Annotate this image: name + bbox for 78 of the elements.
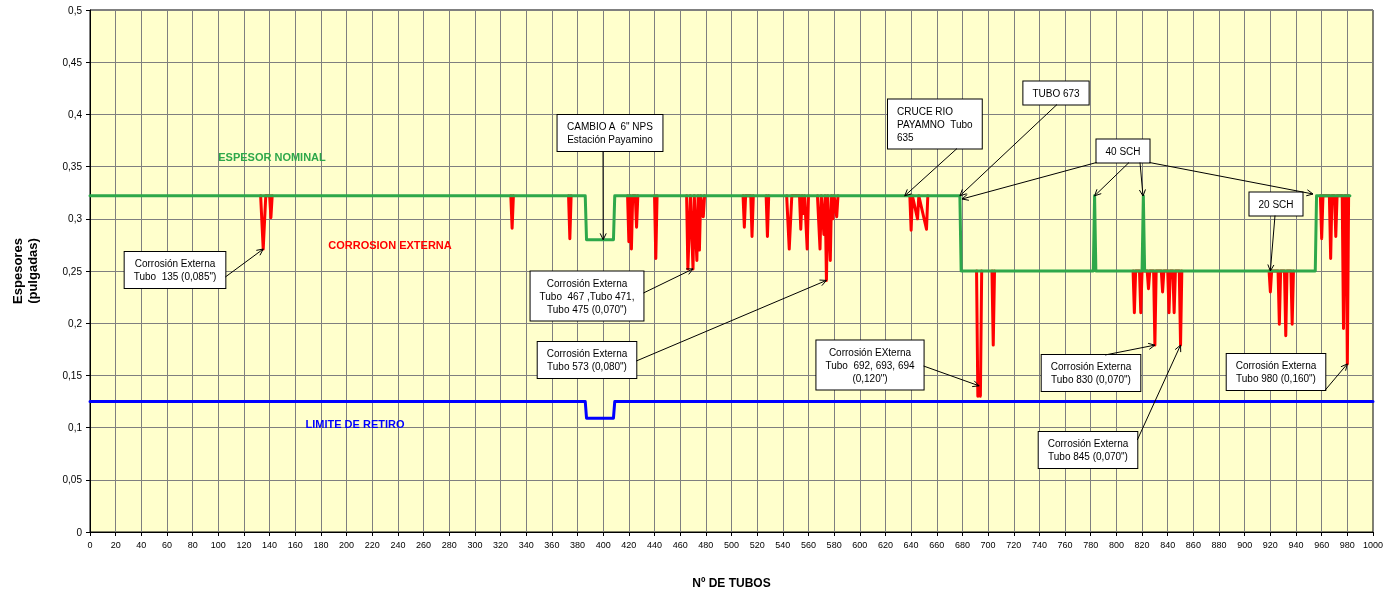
x-tick-label: 260 bbox=[416, 539, 432, 550]
y-tick-label: 0,1 bbox=[68, 422, 83, 434]
x-tick-label: 900 bbox=[1237, 539, 1253, 550]
y-tick-label: 0,15 bbox=[62, 369, 83, 381]
annotation: CAMBIO A 6" NPS Estación Payamino bbox=[567, 121, 654, 145]
x-tick-label: 940 bbox=[1288, 539, 1304, 550]
y-tick-label: 0,4 bbox=[68, 108, 83, 120]
x-tick-label: 640 bbox=[903, 539, 919, 550]
x-tick-label: 980 bbox=[1339, 539, 1355, 550]
annotation: Corrosión Externa Tubo 845 (0,070") bbox=[1047, 438, 1129, 462]
x-tick-label: 60 bbox=[161, 539, 172, 550]
x-tick-label: 440 bbox=[647, 539, 663, 550]
x-tick-label: 880 bbox=[1211, 539, 1227, 550]
y-tick-label: 0,2 bbox=[68, 317, 83, 329]
x-tick-label: 720 bbox=[1006, 539, 1022, 550]
x-tick-label: 920 bbox=[1262, 539, 1278, 550]
x-tick-label: 240 bbox=[390, 539, 406, 550]
x-tick-label: 340 bbox=[518, 539, 534, 550]
x-tick-label: 80 bbox=[187, 539, 198, 550]
x-tick-label: 220 bbox=[364, 539, 380, 550]
x-tick-label: 100 bbox=[210, 539, 226, 550]
x-tick-label: 580 bbox=[826, 539, 842, 550]
x-tick-label: 200 bbox=[339, 539, 355, 550]
x-tick-label: 600 bbox=[852, 539, 868, 550]
x-tick-label: 0 bbox=[87, 539, 93, 550]
x-tick-label: 1000 bbox=[1362, 539, 1384, 550]
y-tick-label: 0,25 bbox=[62, 265, 83, 277]
x-tick-label: 300 bbox=[467, 539, 483, 550]
x-tick-label: 380 bbox=[570, 539, 586, 550]
annotation: Corrosión EXterna Tubo 692, 693, 694 (0,120") bbox=[825, 346, 916, 384]
y-tick-label: 0,35 bbox=[62, 161, 83, 173]
annotation: Corrosión Externa Tubo 467 ,Tubo 471, Tubo 475 (0,070") bbox=[539, 277, 635, 315]
text: CORROSION EXTERNA bbox=[328, 239, 452, 251]
annotation: Corrosión Externa Tubo 830 (0,070") bbox=[1050, 361, 1132, 385]
x-axis-title: Nº DE TUBOS bbox=[692, 576, 771, 590]
y-tick-label: 0 bbox=[76, 526, 83, 538]
x-tick-label: 500 bbox=[723, 539, 740, 550]
x-tick-label: 540 bbox=[775, 539, 791, 550]
x-tick-label: 400 bbox=[595, 539, 611, 550]
x-tick-label: 820 bbox=[1134, 539, 1150, 550]
x-tick-label: 700 bbox=[980, 539, 996, 550]
x-tick-label: 620 bbox=[877, 539, 893, 550]
y-tick-label: 0,45 bbox=[62, 56, 83, 68]
x-tick-label: 360 bbox=[544, 539, 560, 550]
x-tick-label: 180 bbox=[313, 539, 329, 550]
y-tick-label: 0,05 bbox=[62, 474, 83, 486]
y-tick-label: 0,3 bbox=[68, 213, 83, 225]
annotation: 20 SCH bbox=[1258, 198, 1294, 210]
x-tick-label: 960 bbox=[1314, 539, 1330, 550]
x-tick-label: 660 bbox=[929, 539, 945, 550]
y-axis-title: Espesores (pulgadas) bbox=[10, 238, 40, 304]
annotation: Corrosión Externa Tubo 135 (0,085") bbox=[133, 258, 217, 282]
annotation: CRUCE RIO PAYAMNO Tubo 635 bbox=[897, 105, 974, 143]
x-tick-label: 780 bbox=[1083, 539, 1099, 550]
x-tick-label: 160 bbox=[287, 539, 303, 550]
x-tick-label: 40 bbox=[136, 539, 147, 550]
x-tick-label: 740 bbox=[1031, 539, 1047, 550]
x-tick-label: 760 bbox=[1057, 539, 1073, 550]
annotation: Corrosión Externa Tubo 980 (0,160") bbox=[1235, 360, 1317, 384]
x-tick-label: 120 bbox=[236, 539, 252, 550]
x-tick-label: 20 bbox=[110, 539, 121, 550]
x-tick-label: 140 bbox=[262, 539, 278, 550]
annotation: Corrosión Externa Tubo 573 (0,080") bbox=[546, 348, 628, 372]
x-tick-label: 320 bbox=[493, 539, 509, 550]
annotation: TUBO 673 bbox=[1032, 87, 1081, 99]
x-tick-label: 680 bbox=[954, 539, 970, 550]
x-tick-label: 420 bbox=[621, 539, 637, 550]
annotation: 40 SCH bbox=[1105, 145, 1141, 157]
x-tick-label: 560 bbox=[800, 539, 816, 550]
x-tick-label: 800 bbox=[1108, 539, 1124, 550]
x-tick-label: 860 bbox=[1185, 539, 1201, 550]
x-tick-label: 480 bbox=[698, 539, 714, 550]
series-label: LIMITE DE RETIRO bbox=[305, 418, 405, 430]
x-tick-label: 840 bbox=[1160, 539, 1176, 550]
x-tick-label: 520 bbox=[749, 539, 765, 550]
x-tick-label: 280 bbox=[441, 539, 457, 550]
y-tick-label: 0,5 bbox=[68, 4, 83, 16]
x-tick-label: 460 bbox=[672, 539, 688, 550]
